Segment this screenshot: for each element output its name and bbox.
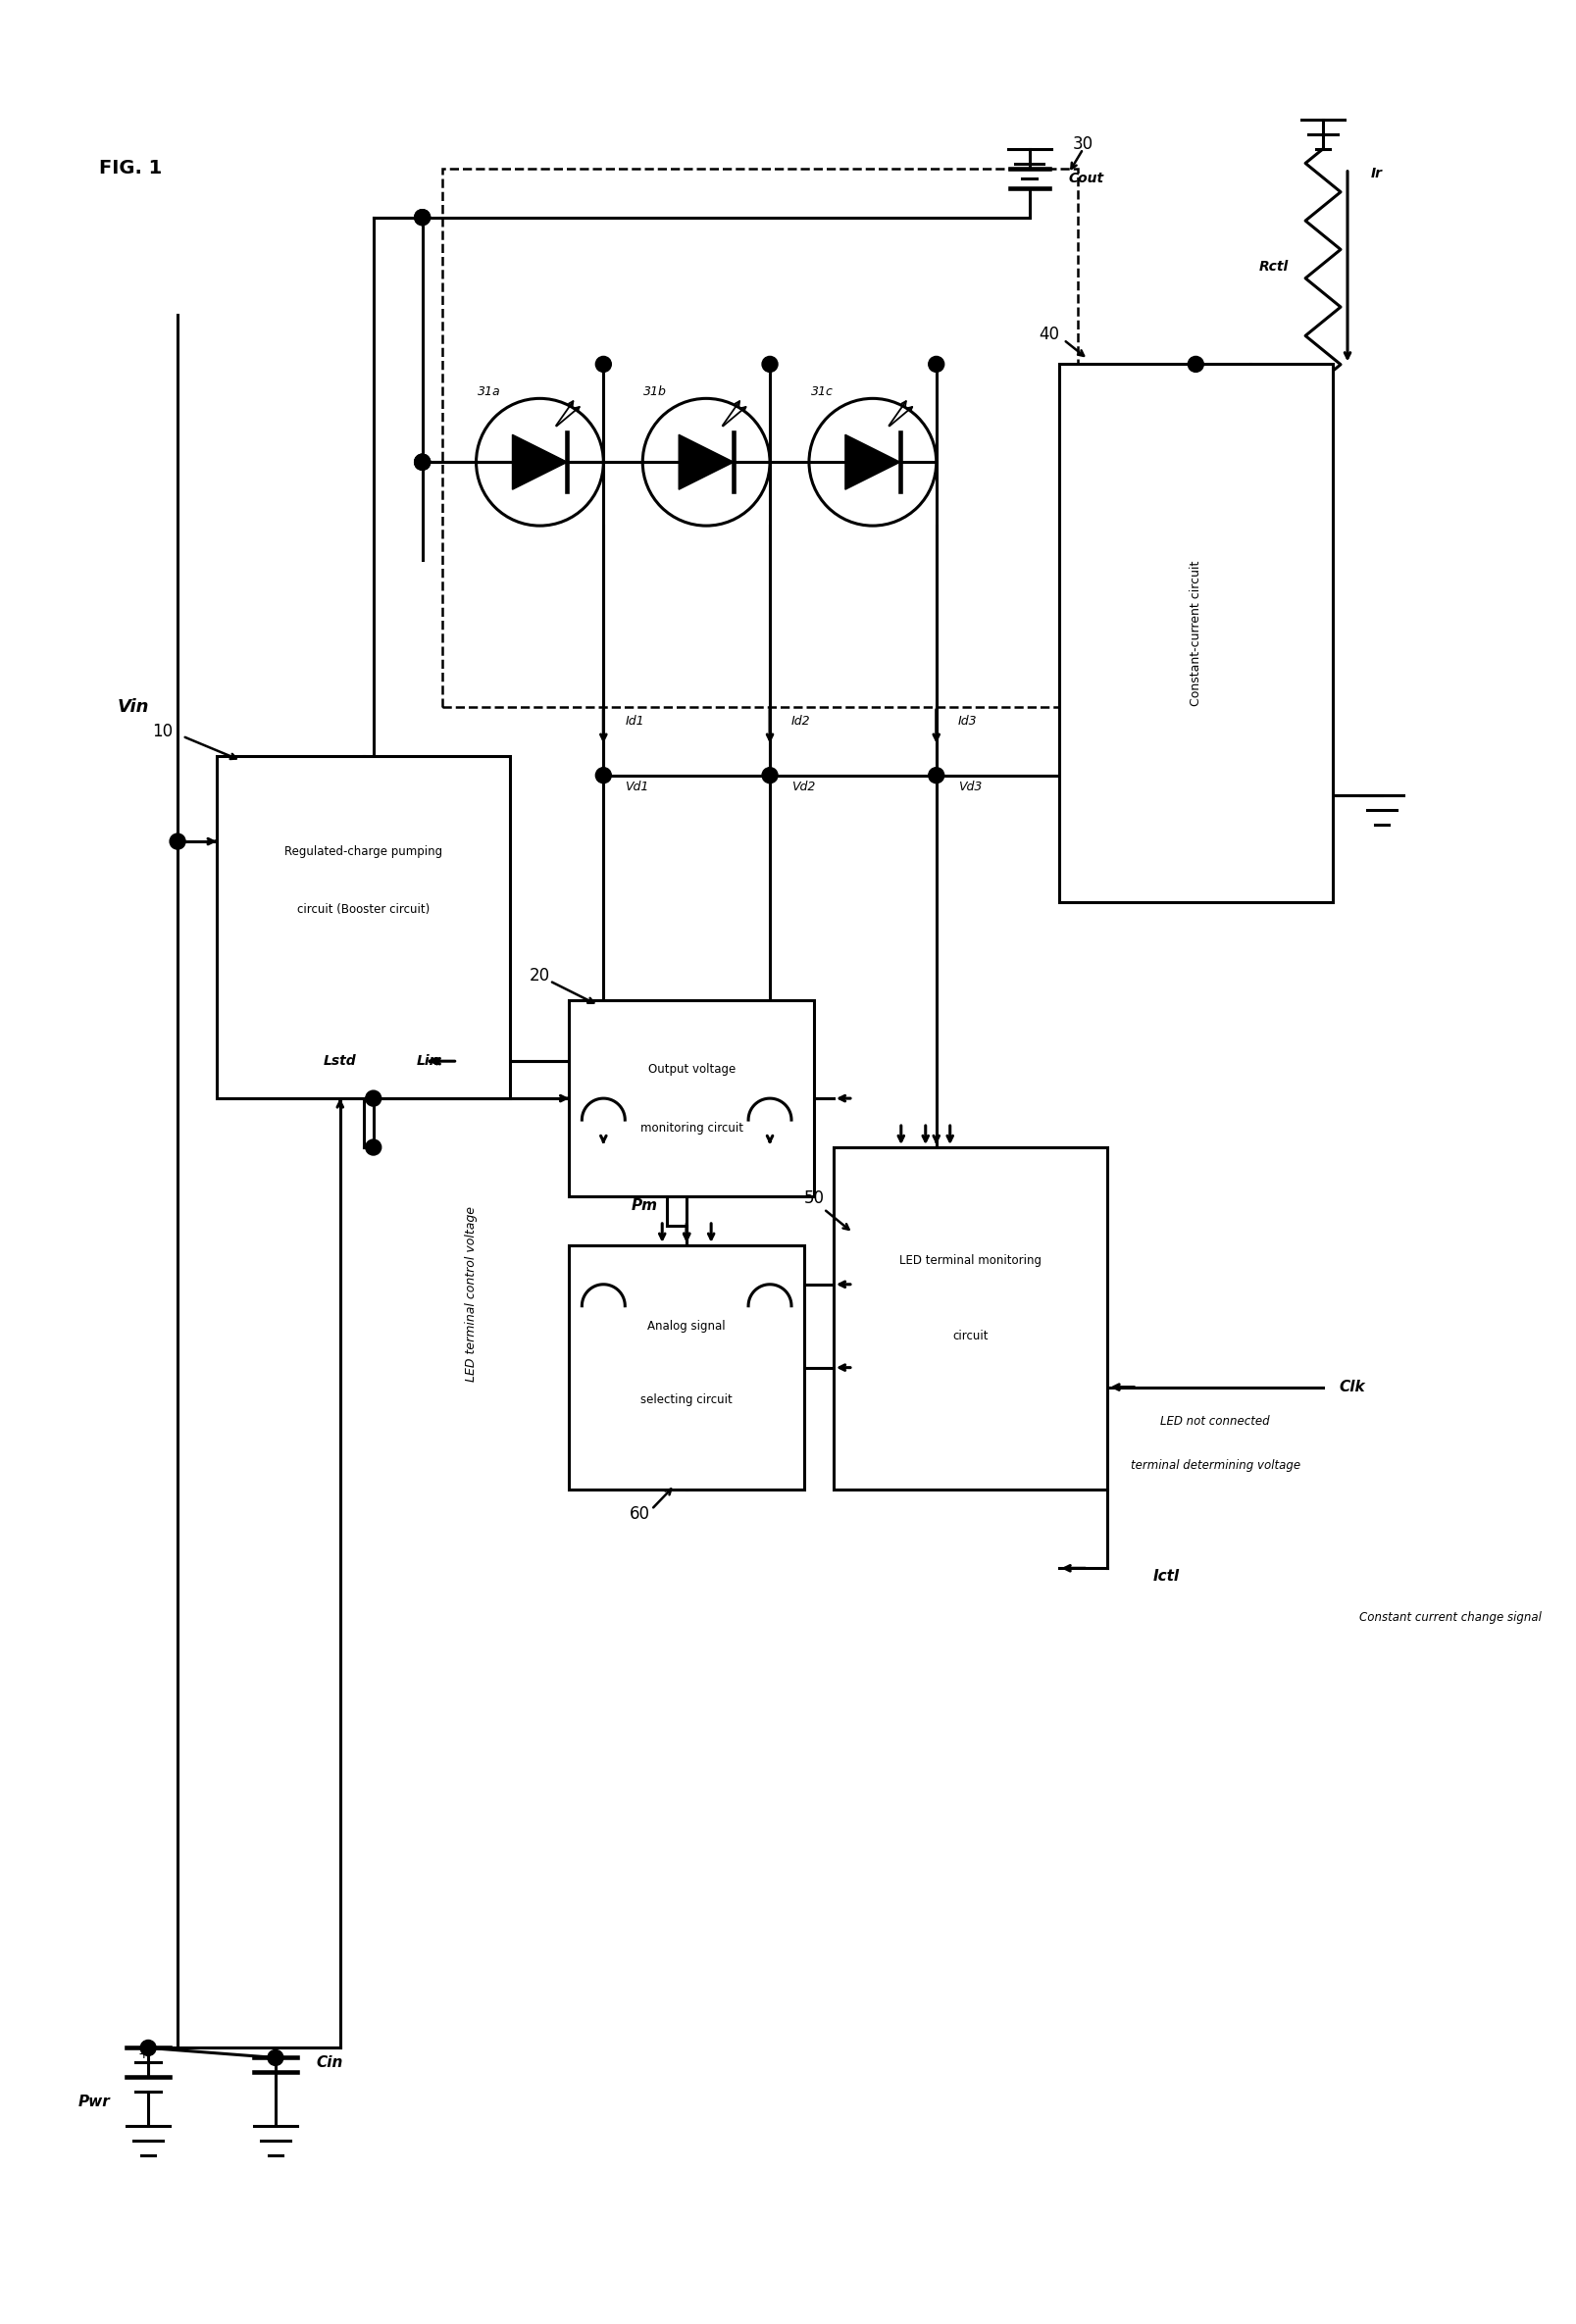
Text: Vd1: Vd1 xyxy=(624,781,648,792)
Text: circuit: circuit xyxy=(952,1329,988,1343)
Bar xyxy=(1057,365,1332,902)
Text: Pwr: Pwr xyxy=(79,2094,110,2110)
Circle shape xyxy=(1187,356,1202,372)
Circle shape xyxy=(366,1139,381,1155)
Text: Vin: Vin xyxy=(118,697,150,716)
Text: Ir: Ir xyxy=(1370,167,1382,181)
Text: Id3: Id3 xyxy=(957,716,977,727)
Text: Vd2: Vd2 xyxy=(791,781,815,792)
Text: 20: 20 xyxy=(530,967,550,985)
Bar xyxy=(441,167,1078,706)
Polygon shape xyxy=(845,435,900,490)
Circle shape xyxy=(414,453,430,469)
Text: 50: 50 xyxy=(804,1190,824,1208)
Circle shape xyxy=(414,209,430,225)
Text: selecting circuit: selecting circuit xyxy=(640,1392,733,1406)
Text: Constant current change signal: Constant current change signal xyxy=(1359,1611,1540,1624)
Circle shape xyxy=(414,209,430,225)
Text: Lin: Lin xyxy=(416,1055,440,1069)
Circle shape xyxy=(761,356,777,372)
Bar xyxy=(216,755,511,1099)
Text: LED terminal control voltage: LED terminal control voltage xyxy=(465,1206,478,1383)
Text: 30: 30 xyxy=(1072,135,1092,153)
Circle shape xyxy=(928,767,944,783)
Circle shape xyxy=(140,2040,156,2057)
Circle shape xyxy=(170,834,186,848)
Circle shape xyxy=(268,2050,284,2066)
Text: 10: 10 xyxy=(153,723,173,739)
Circle shape xyxy=(596,356,611,372)
Text: 31a: 31a xyxy=(478,386,500,397)
Text: LED terminal monitoring: LED terminal monitoring xyxy=(898,1255,1042,1267)
Text: FIG. 1: FIG. 1 xyxy=(99,158,162,177)
Text: Id1: Id1 xyxy=(624,716,645,727)
Text: Pm: Pm xyxy=(630,1199,657,1213)
Text: terminal determining voltage: terminal determining voltage xyxy=(1130,1459,1300,1473)
Circle shape xyxy=(366,1090,381,1106)
Circle shape xyxy=(596,767,611,783)
Text: Regulated-charge pumping: Regulated-charge pumping xyxy=(284,846,443,858)
Bar xyxy=(569,1002,813,1197)
Text: Constant-current circuit: Constant-current circuit xyxy=(1188,560,1201,706)
Text: Lstd: Lstd xyxy=(323,1055,356,1069)
Text: 31b: 31b xyxy=(643,386,667,397)
Text: Rctl: Rctl xyxy=(1259,260,1288,274)
Text: monitoring circuit: monitoring circuit xyxy=(640,1122,742,1134)
Text: Ictl: Ictl xyxy=(1152,1569,1179,1583)
Text: Cout: Cout xyxy=(1069,172,1103,186)
Bar xyxy=(569,1246,804,1490)
Circle shape xyxy=(928,356,944,372)
Circle shape xyxy=(414,453,430,469)
Polygon shape xyxy=(512,435,567,490)
Text: Analog signal: Analog signal xyxy=(648,1320,725,1332)
Bar xyxy=(834,1148,1106,1490)
Text: Vout: Vout xyxy=(306,816,351,832)
Text: 60: 60 xyxy=(629,1506,649,1522)
Circle shape xyxy=(414,453,430,469)
Polygon shape xyxy=(678,435,733,490)
Text: Clk: Clk xyxy=(1338,1380,1365,1394)
Text: Id2: Id2 xyxy=(791,716,810,727)
Text: Cin: Cin xyxy=(315,2054,342,2071)
Text: +: + xyxy=(137,2047,148,2061)
Text: 31c: 31c xyxy=(810,386,832,397)
Text: Vd3: Vd3 xyxy=(957,781,982,792)
Text: 40: 40 xyxy=(1039,325,1059,344)
Text: LED not connected: LED not connected xyxy=(1160,1415,1269,1427)
Circle shape xyxy=(761,767,777,783)
Text: circuit (Booster circuit): circuit (Booster circuit) xyxy=(298,904,430,916)
Text: Output voltage: Output voltage xyxy=(648,1062,734,1076)
